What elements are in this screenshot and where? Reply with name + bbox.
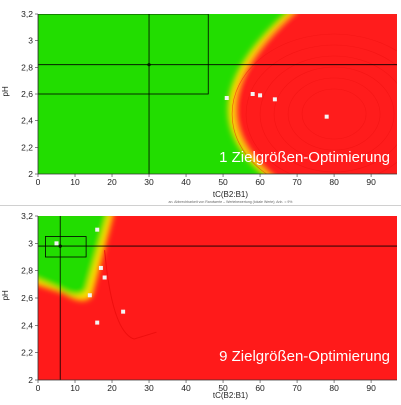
heatmap-chart-9: 9 Zielgrößen-Optimierung 0 10 20 30 40 50 60 70 8… (1, 211, 397, 400)
x-tick-label: 80 (329, 177, 339, 187)
x-tick-label: 20 (107, 177, 117, 187)
y-axis-label: pH (1, 290, 10, 300)
optimization-chart-9: 9 Zielgrößen-Optimierung 0 10 20 30 40 50 60 70 8… (0, 205, 401, 400)
x-tick-label: 30 (144, 177, 154, 187)
contour-line (287, 77, 381, 151)
x-axis-label: tC(B2:B1) (213, 391, 248, 400)
optimization-chart-1: 1 Zielgrößen-Optimierung 0 10 20 30 40 50 60 70 8… (1, 9, 397, 204)
y-tick-label: 2,8 (21, 62, 33, 72)
chart-title: 1 Zielgrößen-Optimierung (219, 149, 390, 166)
x-tick-label: 50 (218, 383, 228, 393)
data-point (54, 241, 59, 246)
x-tick-label: 0 (36, 177, 41, 187)
x-tick-label: 10 (70, 383, 80, 393)
crosshair-center[interactable] (58, 244, 62, 248)
plot-area (38, 14, 397, 174)
chart-footnote: an. Abbrechbarkeit von Randwerte – Werte… (169, 200, 293, 204)
x-tick-label: 0 (36, 383, 41, 393)
good-region (38, 216, 107, 295)
heatmap-chart-1: 1 Zielgrößen-Optimierung 0 10 20 30 40 50 60 70 8… (1, 9, 397, 204)
y-tick-label: 2,4 (21, 116, 33, 126)
y-tick-label: 3,2 (21, 211, 33, 221)
data-point (272, 97, 277, 102)
data-point (95, 227, 100, 232)
contour-line (231, 33, 397, 174)
contour-line (245, 44, 397, 174)
data-point (87, 293, 92, 298)
data-point (224, 96, 229, 100)
data-point (95, 320, 100, 325)
x-tick-label: 50 (218, 177, 228, 187)
x-tick-label: 30 (144, 383, 154, 393)
contour-line (259, 55, 397, 173)
selection-box[interactable] (45, 236, 87, 258)
crosshair-center[interactable] (147, 63, 151, 67)
data-point (98, 265, 103, 270)
plot-area (38, 216, 397, 380)
x-tick-label: 20 (107, 383, 117, 393)
y-tick-label: 2,6 (21, 89, 33, 99)
y-tick-label: 2,6 (21, 293, 33, 303)
x-axis-label: tC(B2:B1) (213, 190, 248, 199)
contour-line (273, 66, 395, 162)
bad-region (234, 14, 397, 174)
chart-title: 9 Zielgrößen-Optimierung (219, 348, 390, 365)
x-tick-label: 80 (329, 383, 339, 393)
y-tick-label: 3,2 (21, 9, 33, 19)
y-tick-label: 2 (28, 375, 33, 385)
x-tick-label: 10 (70, 177, 80, 187)
contour-line (301, 88, 367, 140)
y-tick-label: 2,2 (21, 142, 33, 152)
x-tick-label: 90 (366, 383, 376, 393)
y-tick-label: 2,2 (21, 348, 33, 358)
data-point (258, 93, 263, 98)
data-point (324, 114, 329, 119)
x-tick-label: 60 (255, 177, 265, 187)
selection-box[interactable] (38, 14, 209, 95)
contour-line (104, 250, 157, 340)
x-tick-label: 90 (366, 177, 376, 187)
y-tick-label: 2,8 (21, 266, 33, 276)
x-tick-label: 70 (292, 177, 302, 187)
y-axis-label: pH (1, 86, 10, 96)
x-tick-label: 40 (181, 383, 191, 393)
y-tick-label: 3 (28, 238, 33, 248)
x-tick-label: 60 (255, 383, 265, 393)
y-tick-label: 2 (28, 169, 33, 179)
y-tick-label: 2,4 (21, 320, 33, 330)
data-point (121, 309, 126, 314)
data-point (102, 275, 107, 280)
data-point (250, 92, 255, 96)
x-tick-label: 70 (292, 383, 302, 393)
x-tick-label: 40 (181, 177, 191, 187)
y-tick-label: 3 (28, 36, 33, 46)
